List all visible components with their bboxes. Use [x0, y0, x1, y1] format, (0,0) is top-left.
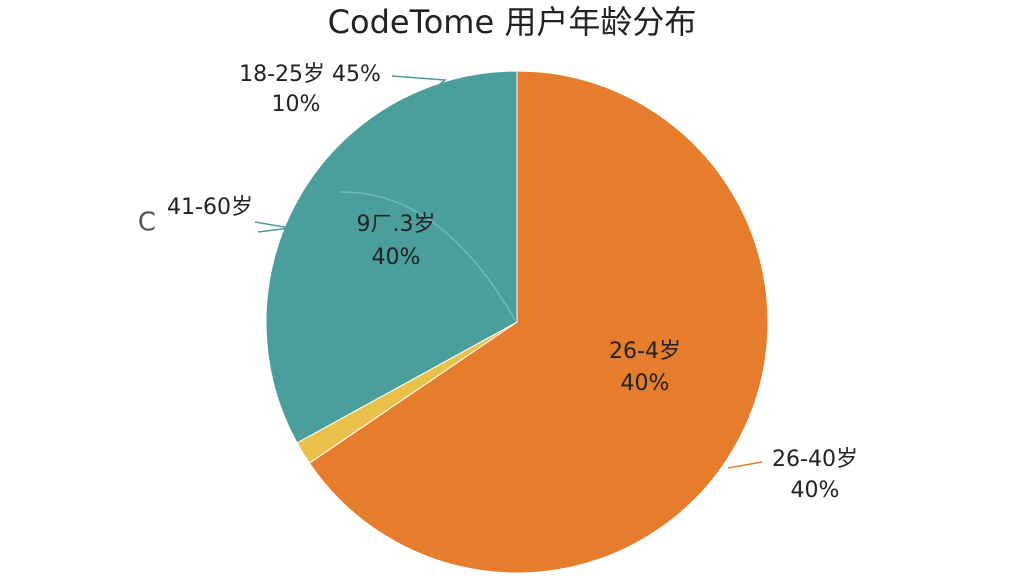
leader-line: [254, 221, 291, 233]
pie-slice: [308, 70, 769, 574]
leader-line: [727, 461, 763, 469]
annotation: 40%: [791, 478, 840, 503]
annotation: 26-4岁: [609, 339, 681, 364]
annotation: 18-25岁 45%: [239, 62, 381, 87]
leader-lines: [254, 75, 763, 469]
pie-slice: [265, 70, 518, 444]
annotation: 40%: [372, 245, 421, 270]
pie: [265, 70, 769, 574]
annotation: 10%: [272, 92, 321, 117]
annotation: 41-60岁: [167, 195, 253, 220]
annotation: C: [138, 208, 156, 238]
annotation: 26-40岁: [772, 447, 858, 472]
leader-line: [339, 191, 516, 321]
annotation: 40%: [621, 371, 670, 396]
chart-title: CodeTome 用户年龄分布: [328, 3, 697, 41]
leader-line: [391, 75, 447, 87]
annotation: 9ㄏ.3岁: [357, 212, 436, 237]
